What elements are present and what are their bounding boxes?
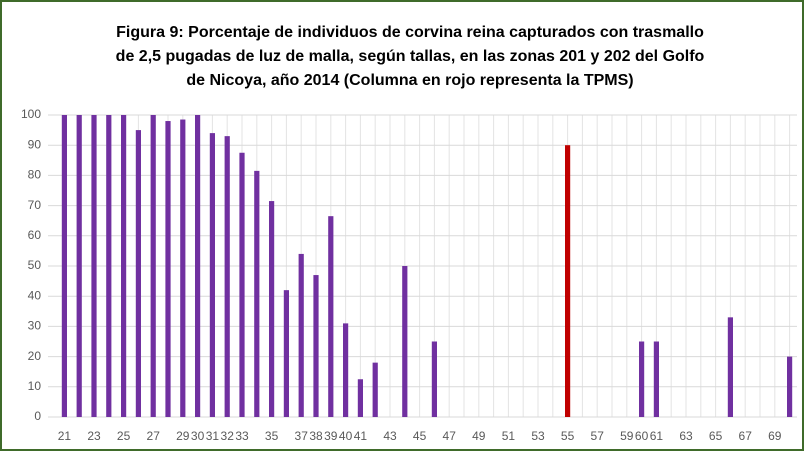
bar	[165, 121, 171, 417]
y-tick-label: 20	[28, 349, 42, 363]
x-tick-label: 65	[709, 429, 723, 443]
x-tick-label: 67	[739, 429, 753, 443]
chart-title: Figura 9: Porcentaje de individuos de co…	[116, 24, 704, 41]
bar	[224, 136, 230, 417]
x-tick-label: 61	[650, 429, 664, 443]
bar	[121, 115, 127, 417]
bar	[313, 275, 319, 417]
x-tick-label: 45	[413, 429, 427, 443]
bar	[357, 379, 363, 417]
bar	[209, 133, 215, 417]
x-tick-label: 35	[265, 429, 279, 443]
x-tick-label: 33	[235, 429, 249, 443]
y-tick-label: 100	[21, 107, 41, 121]
y-tick-label: 90	[28, 137, 42, 151]
y-tick-label: 30	[28, 319, 42, 333]
x-tick-label: 27	[147, 429, 161, 443]
x-tick-label: 51	[502, 429, 516, 443]
x-tick-label: 49	[472, 429, 486, 443]
bar	[328, 216, 334, 417]
x-tick-label: 21	[58, 429, 72, 443]
x-tick-label: 40	[339, 429, 353, 443]
x-tick-label: 37	[295, 429, 309, 443]
bar	[180, 119, 186, 417]
bar	[269, 201, 275, 417]
y-tick-label: 40	[28, 288, 42, 302]
bar	[402, 266, 408, 417]
x-tick-label: 63	[679, 429, 693, 443]
x-tick-label: 41	[354, 429, 368, 443]
x-tick-label: 55	[561, 429, 575, 443]
bar	[106, 115, 112, 417]
x-tick-label: 57	[591, 429, 605, 443]
x-tick-label: 60	[635, 429, 649, 443]
bar	[91, 115, 97, 417]
bar	[135, 130, 141, 417]
y-tick-label: 10	[28, 379, 42, 393]
bar	[343, 323, 349, 417]
x-tick-label: 31	[206, 429, 220, 443]
y-tick-label: 0	[34, 409, 41, 423]
chart-title: de Nicoya, año 2014 (Columna en rojo rep…	[186, 72, 633, 89]
x-tick-label: 43	[383, 429, 397, 443]
x-tick-label: 47	[443, 429, 457, 443]
bar	[727, 317, 733, 417]
x-tick-label: 32	[221, 429, 235, 443]
bar	[150, 115, 156, 417]
y-tick-label: 50	[28, 258, 42, 272]
bar	[254, 170, 260, 417]
x-tick-label: 29	[176, 429, 190, 443]
bar	[76, 115, 82, 417]
y-tick-label: 80	[28, 168, 42, 182]
bar	[431, 341, 437, 417]
bar	[283, 290, 289, 417]
y-tick-label: 60	[28, 228, 42, 242]
x-tick-label: 59	[620, 429, 634, 443]
x-tick-label: 23	[87, 429, 101, 443]
bar	[298, 253, 304, 417]
bar	[239, 152, 245, 417]
bar	[372, 362, 378, 417]
bar	[639, 341, 645, 417]
x-tick-label: 39	[324, 429, 338, 443]
x-tick-label: 30	[191, 429, 205, 443]
x-tick-label: 38	[309, 429, 323, 443]
bar	[195, 115, 201, 417]
x-tick-label: 53	[531, 429, 545, 443]
y-tick-label: 70	[28, 198, 42, 212]
x-tick-label: 69	[768, 429, 782, 443]
bar	[61, 115, 67, 417]
bar	[565, 145, 571, 417]
chart-title: de 2,5 pugadas de luz de malla, según ta…	[116, 48, 705, 65]
bar	[653, 341, 659, 417]
bar	[787, 356, 793, 417]
x-tick-label: 25	[117, 429, 131, 443]
